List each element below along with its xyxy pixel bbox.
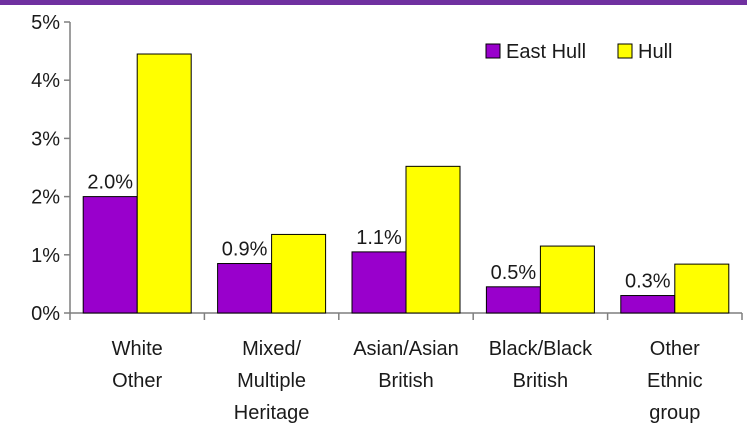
data-label: 1.1%: [356, 227, 402, 249]
x-tick-label: Other Ethnic group: [647, 338, 703, 424]
bar-east-hull: [82, 196, 138, 314]
bar-hull: [271, 233, 327, 314]
legend-label: Hull: [638, 41, 672, 63]
x-tick-label: Asian/Asian British: [353, 338, 459, 392]
y-tick-label: 0%: [31, 303, 60, 325]
bar-east-hull: [620, 295, 676, 314]
y-tick-label: 1%: [31, 245, 60, 267]
bar-east-hull: [485, 286, 541, 314]
bar-hull: [405, 165, 461, 314]
bar-east-hull: [217, 263, 273, 314]
bar-hull: [136, 53, 192, 314]
bar-hull: [539, 245, 595, 314]
x-tick-label: Black/Black British: [489, 338, 593, 392]
y-tick-label: 2%: [31, 187, 60, 209]
x-tick-label: White Other: [112, 338, 163, 392]
data-label: 0.5%: [491, 262, 537, 284]
bar-hull: [674, 263, 730, 314]
legend-label: East Hull: [506, 41, 586, 63]
bar-east-hull: [351, 251, 407, 314]
data-label: 0.9%: [222, 239, 268, 261]
legend-swatch: [485, 43, 501, 59]
y-tick-label: 5%: [31, 12, 60, 34]
y-tick-label: 3%: [31, 128, 60, 150]
data-labels-layer: 2.0% 0.9% 1.1% 0.5% 0.3%: [87, 172, 670, 293]
y-tick-label: 4%: [31, 70, 60, 92]
bars-layer: [82, 53, 730, 314]
legend: East Hull Hull: [485, 41, 672, 63]
top-accent-strip: [0, 0, 747, 5]
data-label: 0.3%: [625, 271, 671, 293]
axes-layer: 0% 1% 2% 3% 4% 5% White Other Mixed/Multiple Heri…: [31, 12, 743, 424]
x-tick-label: Mixed/Multiple Heritage: [234, 338, 310, 424]
legend-swatch: [617, 43, 633, 59]
data-label: 2.0%: [87, 172, 133, 194]
